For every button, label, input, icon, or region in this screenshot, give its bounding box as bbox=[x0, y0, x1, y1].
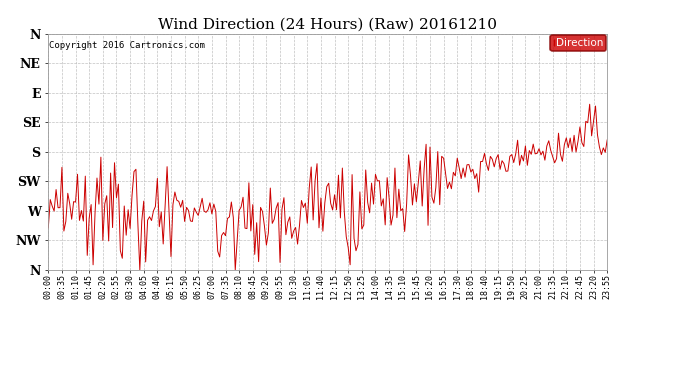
Legend: Direction: Direction bbox=[551, 35, 606, 51]
Text: Copyright 2016 Cartronics.com: Copyright 2016 Cartronics.com bbox=[49, 41, 205, 50]
Title: Wind Direction (24 Hours) (Raw) 20161210: Wind Direction (24 Hours) (Raw) 20161210 bbox=[158, 17, 497, 31]
